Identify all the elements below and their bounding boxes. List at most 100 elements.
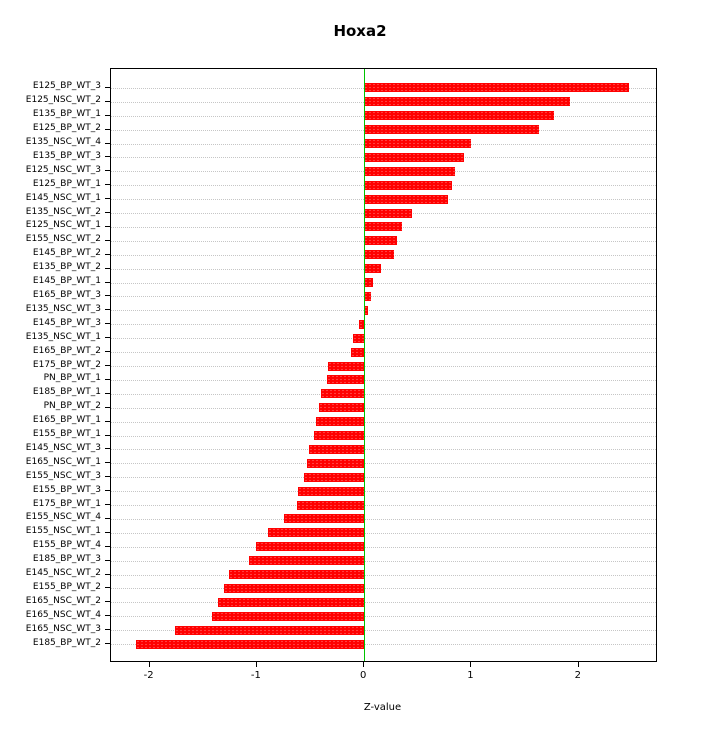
row-guide-line [111, 574, 656, 576]
y-axis-label: E185_BP_WT_2 [32, 637, 101, 648]
bar [229, 570, 365, 580]
y-axis-label: E155_BP_WT_2 [32, 581, 101, 592]
y-axis-label: E145_NSC_WT_2 [25, 568, 101, 579]
y-axis-label: E155_BP_WT_3 [32, 484, 101, 495]
y-tick-mark [105, 615, 110, 617]
y-axis-label: PN_BP_WT_1 [43, 373, 101, 384]
bar [364, 152, 464, 162]
bar [364, 111, 555, 121]
y-axis-label: E125_BP_WT_1 [32, 178, 101, 189]
y-tick-mark [105, 587, 110, 589]
bar [364, 166, 456, 176]
y-tick-mark [105, 309, 110, 311]
row-guide-line [111, 268, 656, 270]
zero-reference-line [364, 69, 366, 661]
y-axis-label: E185_BP_WT_3 [32, 554, 101, 565]
row-guide-line [111, 616, 656, 618]
x-tick-mark [470, 662, 472, 667]
y-axis-label: E155_BP_WT_1 [32, 429, 101, 439]
bar [353, 333, 365, 343]
y-tick-mark [105, 434, 110, 436]
y-tick-mark [105, 406, 110, 408]
row-guide-line [111, 435, 656, 437]
y-axis-label: E165_BP_WT_2 [32, 345, 101, 356]
y-axis-label: E155_NSC_WT_4 [25, 512, 101, 523]
row-guide-line [111, 393, 656, 395]
row-guide-line [111, 505, 656, 507]
y-tick-mark [105, 281, 110, 283]
bar [135, 639, 365, 649]
y-axis-label: E135_NSC_WT_1 [25, 331, 101, 342]
x-tick-mark [363, 662, 365, 667]
bar [327, 361, 365, 371]
bar [364, 83, 630, 93]
x-tick-label: 1 [467, 670, 474, 681]
y-tick-mark [105, 114, 110, 116]
row-guide-line [111, 282, 656, 284]
y-axis-label: E165_BP_WT_1 [32, 415, 101, 426]
y-tick-mark [105, 212, 110, 214]
row-guide-line [111, 338, 656, 340]
bar [364, 250, 395, 260]
y-axis-label: E135_NSC_WT_4 [25, 137, 101, 148]
y-tick-mark [105, 392, 110, 394]
y-tick-mark [105, 378, 110, 380]
bar [364, 208, 413, 218]
y-axis-label: E135_NSC_WT_3 [25, 303, 101, 314]
bar [364, 194, 448, 204]
plot-area [110, 68, 657, 662]
x-tick-label: 2 [574, 670, 581, 681]
row-guide-line [111, 296, 656, 298]
x-tick-label: 0 [360, 670, 367, 681]
bar [364, 97, 571, 107]
bar [296, 500, 365, 510]
x-tick-label: -2 [143, 670, 154, 681]
bar [364, 180, 453, 190]
y-axis-label: E125_BP_WT_3 [32, 81, 101, 92]
bar [309, 444, 365, 454]
y-axis-label: E165_NSC_WT_3 [25, 623, 101, 634]
bar [313, 431, 365, 440]
bar [283, 514, 365, 524]
bar [364, 291, 371, 301]
y-axis-label: E135_BP_WT_3 [32, 150, 101, 161]
row-guide-line [111, 352, 656, 354]
y-tick-mark [105, 490, 110, 492]
row-guide-line [111, 379, 656, 381]
x-tick-mark [148, 662, 150, 667]
y-tick-mark [105, 86, 110, 88]
chart-title: Hoxa2 [333, 22, 387, 40]
bar [351, 347, 365, 357]
y-axis-label: E145_BP_WT_2 [32, 248, 101, 259]
y-tick-mark [105, 365, 110, 366]
y-axis-label: E145_BP_WT_3 [32, 317, 101, 328]
bar [364, 125, 540, 135]
y-axis-label: E155_NSC_WT_2 [25, 234, 101, 245]
row-guide-line [111, 366, 656, 367]
bar [326, 375, 365, 385]
bar [364, 305, 369, 315]
row-guide-line [111, 491, 656, 493]
row-guide-line [111, 421, 656, 423]
row-guide-line [111, 644, 656, 646]
row-guide-line [111, 407, 656, 409]
y-axis-label: E175_BP_WT_2 [32, 359, 101, 370]
row-guide-line [111, 477, 656, 479]
row-guide-line [111, 463, 656, 465]
bar [218, 597, 365, 607]
bar [307, 458, 365, 468]
y-axis-label: E125_NSC_WT_2 [25, 95, 101, 106]
y-tick-mark [105, 420, 110, 422]
y-tick-mark [105, 629, 110, 631]
y-axis-label: E165_BP_WT_3 [32, 289, 101, 300]
bar [255, 542, 365, 552]
y-tick-mark [105, 267, 110, 269]
y-tick-mark [105, 559, 110, 561]
row-guide-line [111, 518, 656, 520]
row-guide-line [111, 532, 656, 534]
y-tick-mark [105, 448, 110, 450]
x-tick-mark [255, 662, 257, 667]
bar [267, 528, 365, 538]
row-guide-line [111, 449, 656, 451]
y-axis-label: E165_NSC_WT_1 [25, 456, 101, 467]
